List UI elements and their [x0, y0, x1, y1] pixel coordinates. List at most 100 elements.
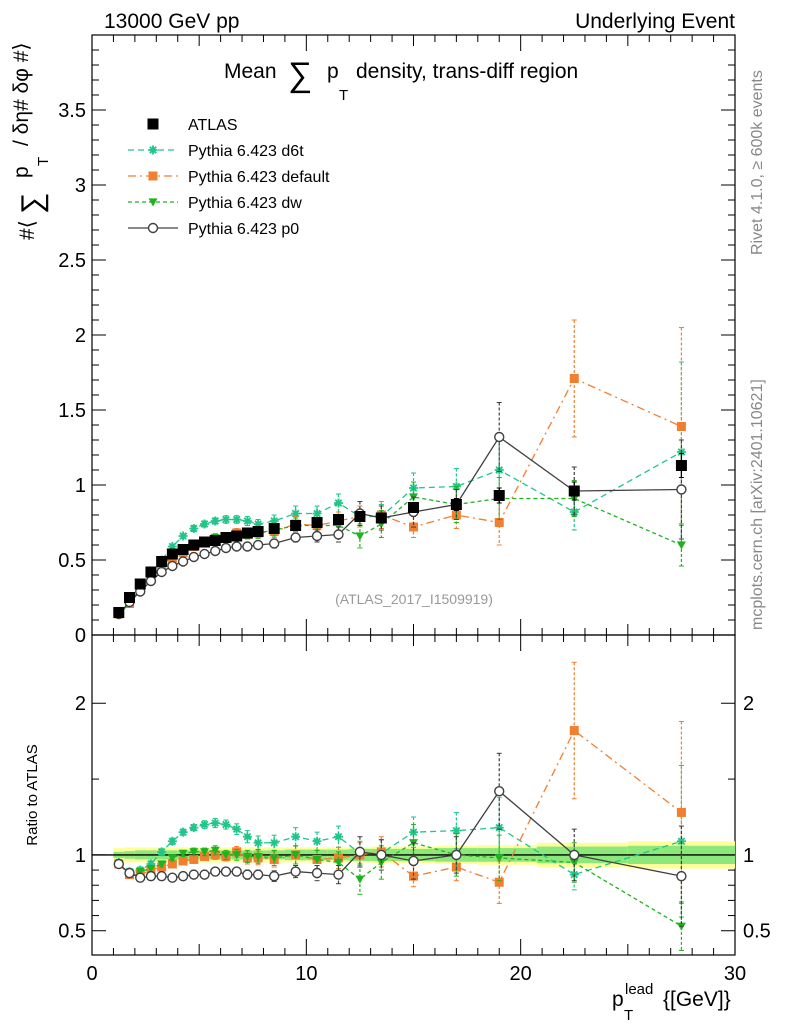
data-point — [221, 515, 231, 524]
ratio-point — [157, 860, 167, 869]
xlabel-rest: {[GeV]} — [663, 988, 731, 1011]
ratio-point — [269, 838, 279, 848]
data-point — [220, 542, 232, 554]
data-point — [188, 551, 200, 563]
x-axis-label: p lead T {[GeV]} — [612, 981, 731, 1024]
ratio-series-1 — [114, 661, 686, 904]
ratio-point — [408, 855, 419, 867]
ylabel-rest: / δη# δφ #⟩ — [10, 42, 33, 146]
data-point — [354, 511, 366, 522]
ratio-panel-frame — [91, 634, 736, 956]
legend-label-1: Pythia 6.423 d6t — [188, 143, 304, 160]
ratio-point — [178, 827, 188, 837]
data-point — [177, 556, 189, 567]
legend-marker-0 — [147, 118, 159, 130]
title-prefix: Mean — [224, 60, 277, 83]
xlabel-subscript: T — [624, 1007, 633, 1024]
data-point — [332, 514, 344, 525]
series-line — [118, 451, 682, 615]
series-line — [118, 377, 682, 615]
ratio-series-0 — [114, 764, 686, 918]
data-point — [311, 517, 323, 528]
data-point — [199, 536, 211, 548]
ratio-point — [409, 871, 418, 881]
data-point — [312, 509, 322, 518]
ratio-point — [167, 859, 177, 869]
data-point — [189, 524, 199, 533]
ratio-point — [269, 854, 279, 863]
main-series-4 — [113, 402, 687, 620]
data-point — [210, 516, 220, 526]
ratio-point — [210, 818, 220, 828]
title-sum-symbol: ∑ — [288, 56, 312, 94]
data-point — [268, 538, 280, 549]
ratio-axes: 0 10 20 30 0.5 0.5 1 1 2 2 — [58, 635, 771, 985]
ratio-point — [311, 867, 323, 879]
data-point — [311, 530, 323, 542]
ratio-point — [167, 872, 178, 883]
ratio-point — [376, 849, 387, 861]
ratio-plot-area — [113, 661, 687, 951]
ratio-point — [242, 832, 252, 842]
data-point — [675, 460, 687, 471]
data-point — [568, 485, 580, 497]
ratio-point — [312, 855, 322, 864]
data-point — [676, 422, 686, 431]
ratio-point — [200, 851, 210, 861]
ratio-point — [221, 820, 231, 830]
ratio-point — [451, 849, 462, 861]
ratio-point — [167, 854, 177, 863]
ratio-point — [676, 807, 686, 817]
ratio-point — [157, 847, 167, 857]
data-point — [145, 575, 157, 587]
legend-marker-2 — [148, 171, 158, 181]
data-point — [156, 556, 168, 567]
ratio-point — [189, 854, 199, 864]
analysis-watermark: (ATLAS_2017_I1509919) — [335, 591, 493, 607]
data-point — [355, 532, 365, 541]
ratio-point — [178, 856, 188, 866]
ylabel-subscript: T — [35, 157, 52, 166]
data-point — [409, 483, 418, 493]
ratio-point — [156, 870, 167, 882]
legend-marker-4 — [147, 222, 159, 234]
main-ytick-label-2: 1.5 — [58, 400, 86, 422]
legend-marker-3 — [148, 198, 158, 207]
title-suffix: density, trans-diff region — [356, 60, 578, 83]
ratio-point — [494, 877, 504, 887]
ratio-point — [242, 852, 252, 861]
ratio-ytick-label-0: 0.5 — [58, 921, 86, 943]
main-ytick-label-0: 0.5 — [58, 550, 86, 572]
ratio-point — [231, 866, 242, 877]
main-series-2 — [114, 319, 686, 619]
ratio-point — [189, 848, 199, 857]
mcplots-label: mcplots.cern.ch [arXiv:2401.10621] — [749, 379, 766, 630]
data-point — [241, 527, 253, 539]
ratio-point — [199, 869, 210, 880]
ratio-y-axis-label: Ratio to ATLAS — [24, 744, 41, 845]
ratio-point — [569, 858, 579, 867]
ratio-point — [177, 870, 189, 882]
title-subscript: T — [339, 87, 348, 104]
data-point — [124, 592, 136, 603]
data-point — [291, 509, 301, 518]
ratio-xtick-label-3: 30 — [724, 963, 746, 985]
data-point — [252, 539, 264, 551]
legend: ATLAS Pythia 6.423 d6t Pythia 6.423 defaul… — [128, 117, 330, 238]
ratio-point — [210, 846, 220, 855]
data-point — [450, 499, 462, 510]
ratio-point — [312, 836, 322, 846]
data-point — [676, 484, 687, 495]
data-point — [290, 532, 301, 543]
ratio-point — [178, 849, 188, 858]
data-point — [188, 539, 200, 551]
ratio-ytick-label-1: 1 — [75, 845, 86, 867]
ratio-point — [232, 824, 242, 834]
data-point — [333, 529, 344, 540]
ratio-point — [268, 870, 280, 882]
ratio-point — [145, 870, 157, 882]
data-point — [177, 544, 189, 555]
data-point — [156, 566, 167, 578]
data-point — [232, 515, 242, 524]
main-plot-area — [113, 319, 687, 620]
